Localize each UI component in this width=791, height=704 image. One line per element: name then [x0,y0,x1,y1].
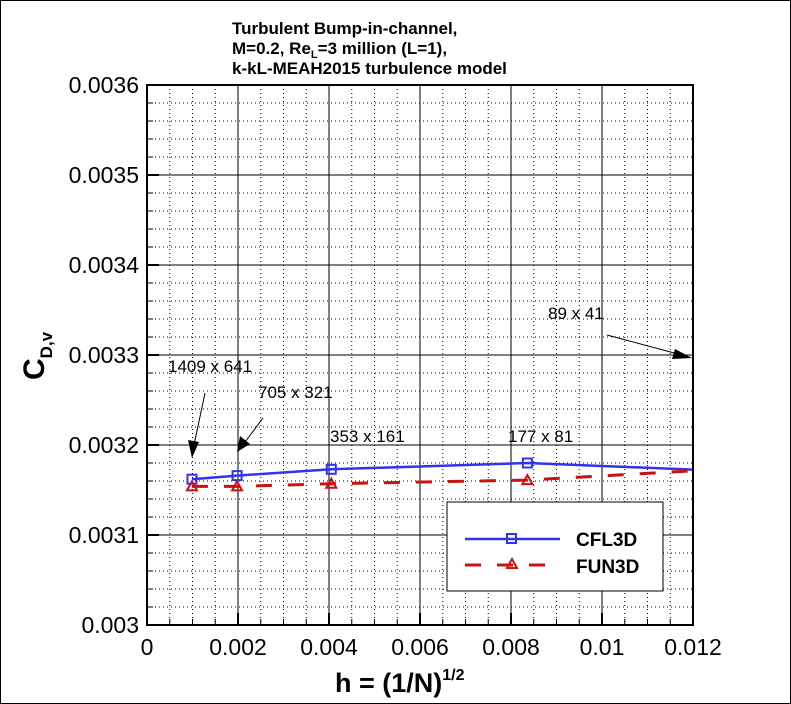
legend-label-fun3d: FUN3D [576,557,639,578]
data-point-cfl3d [521,457,533,469]
data-point-fun3d [520,473,535,486]
annotation-177x81: 177 x 81 [508,427,573,446]
x-tick-label: 0.006 [391,634,449,660]
plot-frame [146,84,694,626]
x-tick-label: 0.01 [580,634,625,660]
legend-box [446,501,664,592]
y-tick-label: 0.0036 [69,72,139,98]
y-tick-label: 0.003 [81,612,139,638]
data-point-cfl3d [325,463,337,475]
data-point-fun3d [185,479,199,492]
y-tick-label: 0.0033 [69,342,139,368]
title-line-1: Turbulent Bump-in-channel, [232,19,457,38]
annotation-353x161: 353 x 161 [330,427,405,446]
legend-marker-square-icon [506,533,517,544]
x-tick-label: 0.002 [209,634,267,660]
arrowhead-705x321 [237,436,250,452]
y-tick-label: 0.0034 [69,252,140,278]
x-tick-label: 0.008 [482,634,540,660]
y-tick-label: 0.0031 [69,522,139,548]
y-tick-label: 0.0035 [69,162,139,188]
series-line-fun3d [191,469,693,488]
data-point-cfl3d [186,473,198,485]
legend-marker-triangle-icon [505,556,519,569]
title-line-2: M=0.2, ReL=3 million (L=1), [232,39,447,61]
x-tick-label: 0.004 [300,634,358,660]
annotation-1409x641: 1409 x 641 [168,357,252,376]
data-point-fun3d [324,476,338,489]
legend-label-cfl3d: CFL3D [576,530,637,551]
annotation-89x41: 89 x 41 [548,304,604,323]
arrowhead-89x41 [672,349,692,359]
arrow-89x41 [606,334,679,355]
series-line-cfl3d [191,461,693,481]
arrow-705x321 [244,417,264,443]
y-tick-label: 0.0032 [69,432,139,458]
legend: CFL3D FUN3D [446,501,664,592]
data-point-fun3d [230,479,244,492]
title-line-3: k-kL-MEAH2015 turbulence model [232,59,507,78]
x-axis-label: h = (1/N)1/2 [335,667,465,698]
annotation-705x321: 705 x 321 [258,383,333,402]
y-axis-label: CD,v [18,331,56,380]
arrow-1409x641 [193,392,206,446]
arrowhead-1409x641 [188,440,199,458]
series-group [185,457,693,492]
x-tick-label: 0 [141,634,154,660]
x-tick-label: 0.012 [664,634,722,660]
annotations: 1409 x 641 705 x 321 353 x 161 177 x 81 … [168,304,692,458]
